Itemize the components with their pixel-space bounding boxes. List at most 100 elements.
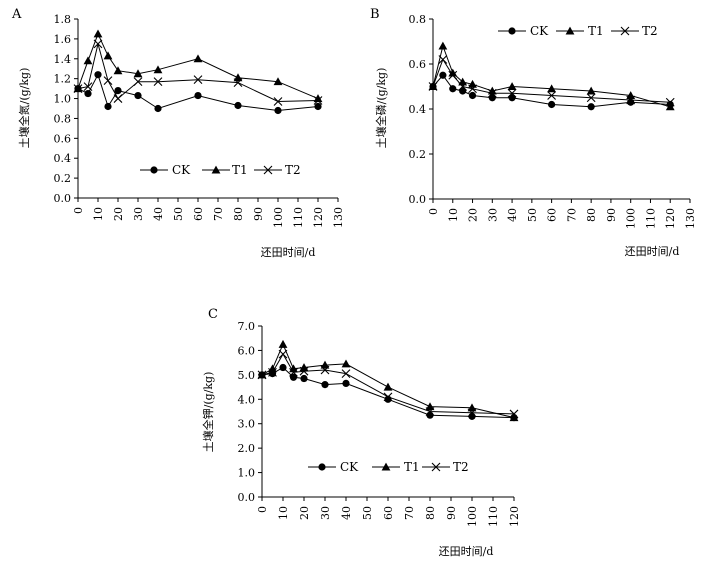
x-tick-label: 50 [361,506,374,520]
x-tick-label: 0 [72,207,85,214]
data-point-t2 [467,408,477,418]
x-tick-label: 30 [132,207,145,221]
panel-letter-c: C [208,307,218,322]
data-point-t1 [341,359,351,368]
data-point-t2 [233,78,243,88]
data-point-ck [342,379,350,388]
data-point-t1 [193,54,203,63]
x-axis-label: 还田时间/d [261,246,316,259]
data-point-ck [468,412,476,420]
data-point-ck [289,373,298,381]
data-point-t1 [103,51,113,60]
data-point-t2 [626,95,636,105]
x-tick-label: 60 [192,207,205,221]
data-point-t1 [320,360,330,369]
y-tick-label: 7.0 [238,320,256,333]
data-point-t2 [299,366,309,376]
legend-label-t2: T2 [642,24,658,38]
data-point-t1 [233,73,243,82]
x-tick-label: 70 [212,207,225,221]
data-point-t1 [153,65,163,74]
data-point-ck [449,85,457,93]
data-point-t1 [383,382,393,391]
data-point-t1 [665,102,675,111]
data-point-t2 [665,97,675,107]
x-tick-label: 40 [506,208,519,222]
data-point-t2 [428,82,438,91]
x-tick-label: 10 [277,506,290,520]
x-tick-label: 10 [447,208,460,222]
y-tick-label: 1.2 [54,73,72,86]
x-tick-label: 90 [445,506,458,520]
chart-panel-a: 0.0 0.2 0.4 0.6 0.8 1.0 1.2 1.4 1.6 1.8 0 10 20 30 40 5… [17,13,345,259]
series-line-t1 [261,343,515,419]
series-ck [74,71,322,115]
legend: CK T1 T2 [308,460,469,474]
y-tick-label: 6.0 [238,344,256,357]
data-point-ck [587,103,595,111]
chart-panel-b: 0.0 0.2 0.4 0.6 0.8 0 10 20 30 40 50 60 70 80 90 100 110… [374,13,697,258]
x-tick-label: 20 [298,506,311,520]
x-tick-label: 60 [546,208,559,222]
y-tick-label: 0.6 [54,132,72,145]
y-tick-label: 0.6 [409,58,427,71]
legend-marker-t2 [620,26,630,36]
x-tick-label: 90 [252,207,265,221]
series-t1 [73,29,323,103]
y-tick-label: 0.2 [409,148,427,161]
y-tick-label: 0.8 [54,112,72,125]
data-point-ck [194,91,202,100]
y-axis-label: 土壤全钾/(g/kg) [201,372,215,453]
y-axis-label: 土壤全磷/(g/kg) [374,68,388,149]
data-point-ck [94,71,102,79]
data-point-t1 [586,86,596,95]
data-point-t2 [268,368,277,377]
x-tick-label: 110 [487,506,500,527]
x-tick-label: 100 [625,208,638,229]
data-point-ck [439,71,447,79]
y-tick-label: 0.0 [409,193,427,206]
data-point-t2 [458,82,468,91]
series-t1 [257,339,519,422]
data-point-ck [104,102,112,111]
data-point-t2 [547,91,557,100]
x-tick-label: 50 [172,207,185,221]
x-tick-label: 120 [664,208,677,229]
data-point-t2 [93,39,103,49]
x-tick-label: 120 [312,207,325,228]
series-line-t1 [432,44,671,108]
data-point-t2 [341,369,351,379]
x-tick-label: 0 [256,506,269,513]
data-point-ck [459,87,467,95]
legend-label-t1: T1 [404,460,420,474]
data-point-t2 [83,82,93,92]
y-tick-label: 1.0 [238,467,256,480]
y-tick-label: 0.0 [238,491,256,504]
legend-label-ck: CK [172,163,191,177]
legend-label-t2: T2 [285,163,301,177]
legend-marker-ck [318,463,326,471]
y-tick-label: 3.0 [238,418,256,431]
x-tick-label: 80 [424,506,437,520]
data-point-t2 [257,370,267,380]
chart-panel-c: 0.0 1.0 2.0 3.0 4.0 5.0 6.0 7.0 0 10 20 30 40 50 60 70 8… [201,320,521,558]
y-axis-label: 土壤全氮/(g/kg) [17,68,31,149]
x-tick-label: 130 [332,207,345,228]
y-tick-label: 1.8 [54,13,72,26]
x-tick-label: 100 [466,506,479,527]
data-point-t2 [448,70,458,80]
data-point-t1 [83,56,93,65]
y-tick-label: 0.8 [409,13,427,26]
panel-letter-b: B [370,7,380,22]
series-t2 [73,39,323,106]
data-point-t2 [313,96,323,105]
data-point-t2 [425,407,435,416]
x-tick-label: 40 [340,506,353,520]
data-point-t1 [113,66,123,75]
legend-marker-ck [508,27,516,35]
data-point-t2 [487,88,497,98]
legend-marker-t1 [211,165,221,174]
series-line-ck [261,366,515,419]
data-point-ck [134,91,142,100]
legend: CK T1 T2 [140,163,301,177]
